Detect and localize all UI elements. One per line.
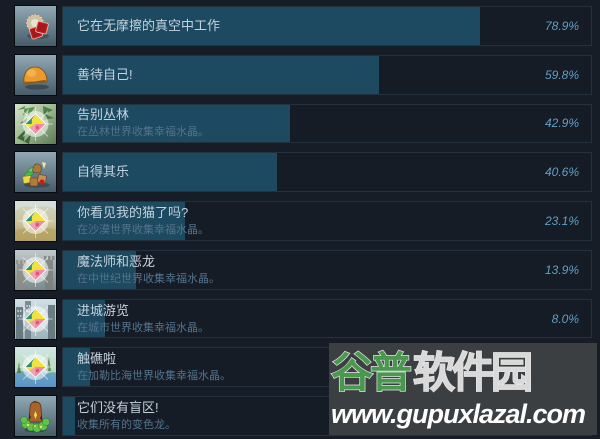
svg-text:谷普: 谷普 — [331, 349, 411, 396]
svg-text:软件园: 软件园 — [413, 349, 531, 396]
svg-text:www.gupuxlazal.com: www.gupuxlazal.com — [331, 399, 585, 429]
